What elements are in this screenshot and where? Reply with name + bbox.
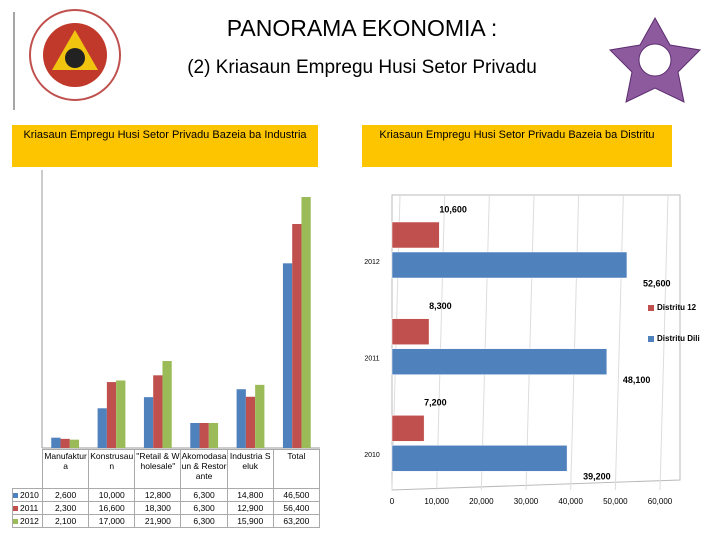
bar bbox=[245, 396, 256, 448]
bar bbox=[391, 415, 425, 442]
data-label: 2,300 bbox=[41, 501, 90, 515]
x-tick-label: 20,000 bbox=[469, 497, 494, 506]
legend-label: 2010 bbox=[20, 490, 39, 500]
grid-line bbox=[525, 194, 535, 491]
bar bbox=[282, 263, 293, 448]
y-tick-label: 2010 bbox=[364, 452, 380, 459]
legend-swatch bbox=[648, 305, 654, 311]
x-tick-label: 40,000 bbox=[558, 497, 583, 506]
data-label: 6,300 bbox=[180, 501, 228, 515]
bar bbox=[391, 221, 440, 249]
bar bbox=[255, 384, 265, 448]
subtitle: (2) Kriasaun Empregu Husi Setor Privadu bbox=[187, 57, 537, 78]
x-tick-label: 10,000 bbox=[424, 497, 449, 506]
bar bbox=[301, 197, 311, 448]
grid-line bbox=[614, 194, 624, 491]
legend-swatch bbox=[13, 493, 18, 498]
data-label: 16,600 bbox=[88, 501, 136, 515]
x-tick-label: 0 bbox=[390, 497, 395, 506]
data-label: 39,200 bbox=[583, 472, 611, 482]
legend-entry: 2011 bbox=[12, 501, 43, 515]
bar bbox=[391, 348, 608, 375]
data-label: 10,000 bbox=[88, 488, 136, 502]
bar bbox=[391, 445, 568, 472]
data-label: 6,300 bbox=[180, 514, 228, 528]
bar bbox=[106, 382, 117, 448]
data-label: 14,800 bbox=[226, 488, 274, 502]
x-tick-label: 50,000 bbox=[603, 497, 628, 506]
data-label: 6,300 bbox=[180, 488, 228, 502]
bar bbox=[292, 224, 302, 448]
bar bbox=[143, 397, 154, 448]
data-label: 12,900 bbox=[226, 501, 274, 515]
x-tick-label: Akomodasaun & Restorante bbox=[180, 449, 228, 489]
y-tick-label: 2012 bbox=[364, 259, 380, 266]
title: PANORAMA EKONOMIA : bbox=[227, 15, 498, 41]
data-label: 18,300 bbox=[134, 501, 182, 515]
chart-title-box: Kriasaun Empregu Husi Setor Privadu Baze… bbox=[12, 125, 318, 167]
grid-line bbox=[436, 194, 446, 491]
data-label: 8,300 bbox=[429, 301, 452, 311]
x-tick-label: 30,000 bbox=[514, 497, 539, 506]
grid-line bbox=[570, 194, 580, 491]
bar bbox=[69, 439, 80, 448]
data-label: 17,000 bbox=[88, 514, 136, 528]
bar bbox=[97, 408, 107, 448]
legend-label: 2012 bbox=[20, 516, 39, 526]
legend-label: Distritu Dili bbox=[657, 334, 700, 343]
data-label: 52,600 bbox=[643, 278, 671, 288]
data-label: 10,600 bbox=[439, 204, 467, 214]
data-label: 21,900 bbox=[134, 514, 182, 528]
data-label: 15,900 bbox=[226, 514, 274, 528]
bar bbox=[60, 438, 70, 448]
y-tick-label: 2011 bbox=[364, 356, 379, 363]
right-logo bbox=[608, 16, 702, 103]
legend-swatch bbox=[13, 506, 18, 511]
legend-swatch bbox=[13, 519, 18, 524]
data-label: 56,400 bbox=[272, 501, 321, 515]
bar bbox=[391, 251, 628, 279]
bar bbox=[236, 389, 246, 448]
bar bbox=[199, 422, 209, 448]
data-label: 2,100 bbox=[41, 514, 90, 528]
x-tick-label: 60,000 bbox=[648, 497, 673, 506]
chart-title-box: Kriasaun Empregu Husi Setor Privadu Baze… bbox=[362, 125, 672, 167]
legend-label: Distritu 12 bbox=[657, 303, 697, 312]
x-tick-label: Konstrusaun bbox=[88, 449, 136, 489]
data-label: 63,200 bbox=[272, 514, 321, 528]
x-tick-label: Total bbox=[272, 449, 321, 489]
data-label: 46,500 bbox=[272, 488, 321, 502]
bar bbox=[116, 380, 126, 448]
bar bbox=[190, 422, 200, 448]
data-row: 2010 2,600 10,000 12,800 6,300 14,800 46,500 bbox=[12, 488, 321, 502]
bar bbox=[153, 375, 163, 448]
grid-line bbox=[480, 194, 490, 491]
grid-line bbox=[659, 194, 669, 491]
header-row: Manufaktura Konstrusaun "Retail & Wholesal… bbox=[13, 449, 321, 489]
left-logo bbox=[29, 9, 121, 101]
x-tick-label: "Retail & Wholesale" bbox=[134, 449, 182, 489]
data-label: 7,200 bbox=[424, 398, 447, 408]
bar bbox=[208, 422, 219, 448]
data-label: 48,100 bbox=[623, 375, 651, 385]
legend-swatch bbox=[648, 336, 654, 342]
data-table: Manufaktura Konstrusaun "Retail & Wholesal… bbox=[12, 449, 321, 528]
bar bbox=[391, 318, 430, 345]
legend-entry: 2010 bbox=[12, 488, 43, 502]
data-label: 12,800 bbox=[134, 488, 182, 502]
data-label: 2,600 bbox=[41, 488, 90, 502]
legend-entry: 2012 bbox=[12, 514, 43, 528]
bar bbox=[51, 437, 61, 448]
corner bbox=[13, 450, 43, 489]
x-tick-label: Industria Seluk bbox=[226, 449, 274, 489]
x-tick-label: Manufaktura bbox=[41, 449, 90, 489]
data-row: 2011 2,300 16,600 18,300 6,300 12,900 56,400 bbox=[12, 501, 321, 515]
bar bbox=[162, 361, 172, 448]
data-row: 2012 2,100 17,000 21,900 6,300 15,900 63,200 bbox=[12, 514, 321, 528]
legend-label: 2011 bbox=[20, 503, 39, 513]
plot-wall bbox=[391, 194, 681, 491]
